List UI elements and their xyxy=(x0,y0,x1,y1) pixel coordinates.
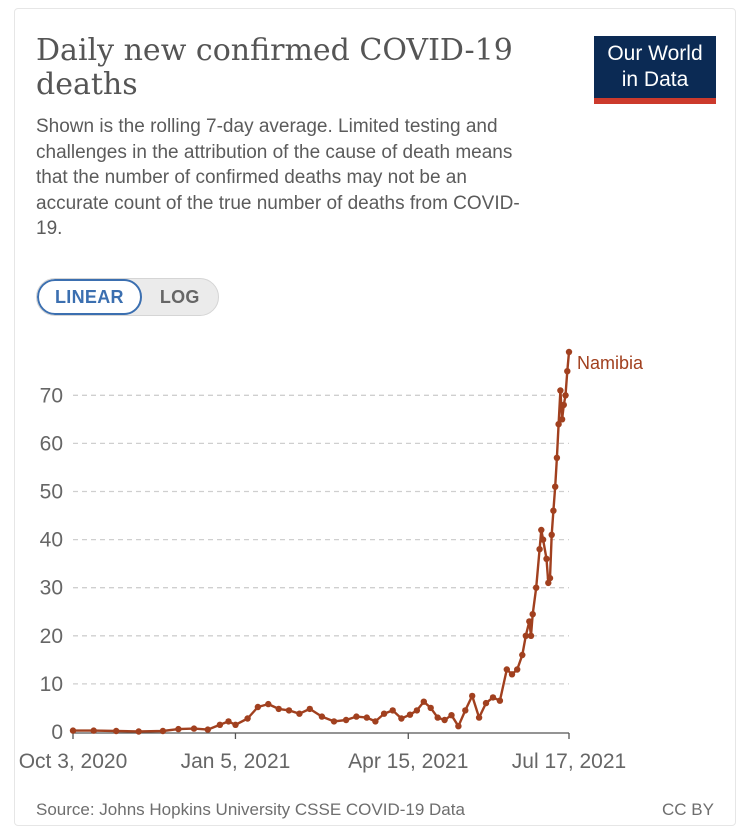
data-point-0-6 xyxy=(190,725,198,732)
data-point-0-55 xyxy=(546,574,554,582)
data-point-0-53 xyxy=(543,555,550,562)
y-tick-label-20: 20 xyxy=(40,625,63,648)
x-tick-label-3: Jul 17, 2021 xyxy=(512,750,626,773)
data-point-0-7 xyxy=(204,726,211,733)
data-point-0-12 xyxy=(254,703,262,711)
data-point-0-48 xyxy=(529,611,536,618)
data-point-0-27 xyxy=(406,711,414,718)
y-tick-label-10: 10 xyxy=(40,673,63,696)
y-tick-label-50: 50 xyxy=(40,480,63,503)
y-tick-label-60: 60 xyxy=(40,432,63,455)
data-point-0-8 xyxy=(216,721,224,728)
data-point-0-17 xyxy=(306,705,313,713)
data-point-0-3 xyxy=(135,728,142,735)
data-point-0-47 xyxy=(527,632,535,639)
data-point-0-22 xyxy=(363,714,370,721)
data-point-0-23 xyxy=(372,718,379,725)
data-point-0-35 xyxy=(462,707,469,714)
y-tick-label-70: 70 xyxy=(40,384,63,407)
data-point-0-14 xyxy=(275,705,282,713)
data-point-0-51 xyxy=(538,526,545,534)
data-point-0-26 xyxy=(398,715,405,722)
data-point-0-61 xyxy=(557,387,564,394)
data-point-0-38 xyxy=(482,699,490,707)
x-tick-label-1: Jan 5, 2021 xyxy=(181,750,291,773)
data-point-0-34 xyxy=(455,723,462,730)
data-point-0-9 xyxy=(225,718,232,725)
data-point-0-28 xyxy=(413,707,421,714)
source-link[interactable]: Source: Johns Hopkins University CSSE CO… xyxy=(36,800,465,819)
license-link[interactable]: CC BY xyxy=(662,800,714,819)
data-point-0-39 xyxy=(489,694,497,701)
data-point-0-32 xyxy=(441,716,448,724)
y-tick-label-40: 40 xyxy=(40,529,63,552)
data-point-0-56 xyxy=(548,531,555,538)
data-point-0-46 xyxy=(526,618,533,625)
data-point-0-63 xyxy=(560,401,567,409)
data-point-0-18 xyxy=(318,713,326,720)
data-point-0-5 xyxy=(175,725,182,733)
x-tick-label-2: Apr 15, 2021 xyxy=(348,750,468,773)
chart-title: Daily new confirmed COVID-19 deaths xyxy=(36,33,513,102)
y-tick-label-0: 0 xyxy=(51,721,63,744)
y-tick-label-30: 30 xyxy=(40,577,63,600)
series-label-0: Namibia xyxy=(577,353,644,373)
data-point-0-41 xyxy=(503,666,510,673)
data-point-0-13 xyxy=(265,700,272,708)
data-point-0-33 xyxy=(448,712,455,719)
data-point-0-59 xyxy=(553,454,561,461)
data-point-0-42 xyxy=(508,671,516,678)
data-point-0-31 xyxy=(434,714,441,721)
data-point-0-1 xyxy=(90,727,97,734)
data-point-0-0 xyxy=(69,727,77,734)
data-point-0-36 xyxy=(469,692,476,700)
scale-toggle: LINEAR LOG xyxy=(36,278,219,316)
owid-logo[interactable]: Our World in Data xyxy=(594,36,716,104)
data-point-0-21 xyxy=(353,713,360,720)
data-point-0-19 xyxy=(330,718,338,725)
data-point-0-52 xyxy=(539,536,547,543)
data-point-0-15 xyxy=(285,707,293,714)
data-point-0-10 xyxy=(232,721,239,728)
data-point-0-49 xyxy=(533,584,540,591)
series-line-0 xyxy=(73,351,571,733)
data-point-0-50 xyxy=(536,546,543,553)
data-point-0-2 xyxy=(113,727,120,735)
chart-subtitle: Shown is the rolling 7-day average. Limi… xyxy=(36,116,520,239)
data-point-0-4 xyxy=(159,727,167,735)
data-point-0-65 xyxy=(564,368,571,375)
logo-line-2: in Data xyxy=(621,68,689,91)
data-point-0-66 xyxy=(565,348,573,356)
data-point-0-58 xyxy=(552,483,559,490)
logo-line-1: Our World xyxy=(607,42,703,65)
data-point-0-40 xyxy=(496,697,504,704)
data-point-0-44 xyxy=(519,651,526,659)
data-point-0-20 xyxy=(342,716,350,724)
data-point-0-43 xyxy=(514,666,521,673)
linear-scale-button[interactable]: LINEAR xyxy=(37,279,142,315)
data-point-0-37 xyxy=(475,714,483,721)
data-point-0-29 xyxy=(420,698,427,705)
line-chart: 0 10 20 30 40 50 60 70 Oct 3, 2020 Jan 5, 2021 Apr… xyxy=(19,348,644,773)
data-point-0-54 xyxy=(545,579,552,587)
data-point-0-30 xyxy=(427,704,434,712)
data-point-0-60 xyxy=(555,421,562,428)
data-point-0-62 xyxy=(558,416,566,423)
data-point-0-24 xyxy=(380,710,388,717)
log-scale-button[interactable]: LOG xyxy=(159,287,200,307)
data-point-0-64 xyxy=(562,392,569,399)
x-tick-label-0: Oct 3, 2020 xyxy=(19,750,128,773)
data-point-0-57 xyxy=(550,507,557,514)
chart-card xyxy=(14,8,736,826)
data-point-0-11 xyxy=(244,715,251,722)
data-point-0-25 xyxy=(389,707,396,714)
data-point-0-45 xyxy=(522,632,529,639)
data-point-0-16 xyxy=(296,710,303,717)
